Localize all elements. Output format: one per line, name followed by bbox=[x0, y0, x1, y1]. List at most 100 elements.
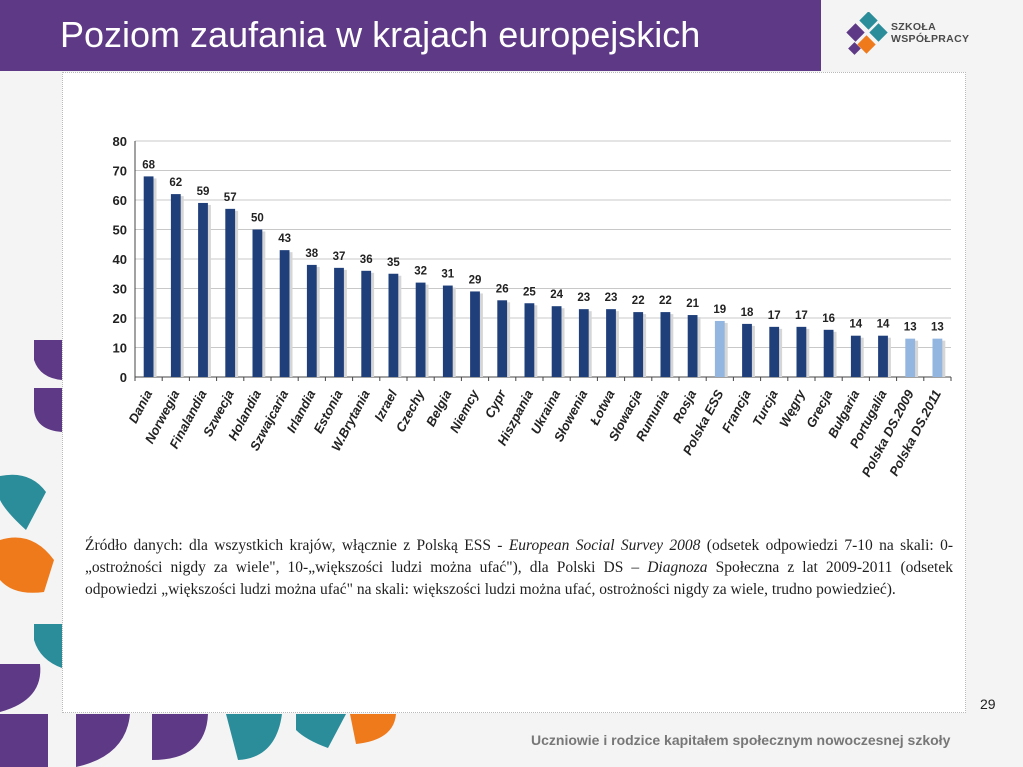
caption-survey-name: European Social Survey 2008 bbox=[508, 537, 701, 554]
data-label: 19 bbox=[713, 304, 726, 316]
bar bbox=[198, 202, 208, 377]
bar bbox=[742, 323, 752, 377]
deco-teal-shape bbox=[34, 624, 62, 668]
data-label: 62 bbox=[169, 177, 182, 189]
y-tick-label: 80 bbox=[113, 134, 127, 149]
data-label: 25 bbox=[523, 286, 536, 298]
bar bbox=[714, 320, 725, 377]
y-tick-label: 0 bbox=[120, 370, 127, 385]
data-label: 23 bbox=[577, 292, 590, 304]
y-tick-label: 10 bbox=[113, 341, 127, 356]
bar bbox=[306, 264, 317, 377]
data-label: 18 bbox=[741, 307, 754, 319]
deco-teal-shape bbox=[296, 714, 346, 748]
bar bbox=[388, 273, 399, 377]
deco-orange-shape bbox=[350, 714, 396, 744]
bar bbox=[578, 309, 589, 377]
data-label: 50 bbox=[251, 213, 264, 225]
data-label: 17 bbox=[768, 310, 781, 322]
y-tick-label: 60 bbox=[113, 193, 127, 208]
data-label: 16 bbox=[822, 313, 835, 325]
logo-line2: WSPÓŁPRACY bbox=[891, 33, 970, 45]
bar bbox=[170, 194, 181, 377]
data-label: 31 bbox=[441, 269, 454, 281]
puzzle-flower-logo-icon bbox=[846, 12, 888, 55]
data-label: 37 bbox=[333, 251, 346, 263]
data-label: 13 bbox=[904, 322, 917, 334]
data-label: 59 bbox=[197, 186, 210, 198]
bar bbox=[143, 176, 154, 377]
data-label: 29 bbox=[469, 274, 482, 286]
bar bbox=[442, 285, 453, 377]
bar bbox=[823, 329, 834, 377]
bar bbox=[470, 291, 480, 377]
bar bbox=[252, 229, 263, 377]
logo: SZKOŁA WSPÓŁPRACY bbox=[846, 12, 986, 58]
caption-part: (odsetek odpowiedzi 7-10 na skali: 0-„os… bbox=[85, 537, 954, 576]
caption-part: Źródło danych: dla wszystkich krajów, wł… bbox=[85, 537, 509, 554]
data-label: 17 bbox=[795, 310, 808, 322]
deco-purple-shape bbox=[76, 714, 130, 767]
bar bbox=[687, 315, 698, 377]
bar bbox=[660, 312, 671, 377]
y-tick-label: 50 bbox=[113, 223, 127, 238]
bar bbox=[905, 338, 916, 377]
x-tick-label: Izrael bbox=[371, 387, 400, 424]
data-label: 57 bbox=[224, 192, 237, 204]
bar bbox=[279, 250, 290, 377]
deco-purple-shape bbox=[34, 388, 62, 432]
deco-teal-shape bbox=[226, 714, 282, 760]
logo-text: SZKOŁA WSPÓŁPRACY bbox=[891, 21, 969, 45]
bar bbox=[334, 267, 344, 377]
data-label: 22 bbox=[632, 295, 645, 307]
bar bbox=[769, 326, 780, 377]
caption-diagnoza: Diagnoza bbox=[647, 559, 708, 576]
bar bbox=[361, 270, 372, 377]
page-number: 29 bbox=[980, 696, 996, 712]
x-tick-label: Cypr bbox=[482, 387, 510, 421]
x-tick-label: Dania bbox=[125, 387, 155, 425]
bar bbox=[606, 309, 616, 377]
deco-purple-shape bbox=[34, 340, 62, 380]
bar bbox=[878, 335, 888, 377]
data-label: 23 bbox=[605, 292, 618, 304]
data-label: 35 bbox=[387, 257, 400, 269]
x-tick-label: Rosja bbox=[669, 387, 699, 425]
source-caption: Źródło danych: dla wszystkich krajów, wł… bbox=[85, 535, 953, 601]
data-label: 14 bbox=[849, 319, 862, 331]
bar bbox=[551, 306, 562, 377]
chart-card: 0 10 20 30 40 50 60 70 80 68 Dania 62 Norwegia 59 Fina… bbox=[62, 72, 966, 713]
bar bbox=[415, 282, 426, 377]
data-label: 22 bbox=[659, 295, 672, 307]
data-label: 43 bbox=[278, 233, 291, 245]
deco-purple-shape bbox=[152, 714, 208, 760]
data-label: 32 bbox=[414, 266, 427, 278]
data-label: 68 bbox=[142, 159, 155, 171]
bar bbox=[932, 338, 943, 377]
slide-title: Poziom zaufania w krajach europejskich bbox=[60, 14, 701, 55]
data-label: 24 bbox=[550, 289, 563, 301]
data-label: 36 bbox=[360, 254, 373, 266]
bar-chart: 0102030405060708068Dania62Norwegia59Fina… bbox=[113, 134, 952, 479]
data-label: 26 bbox=[496, 283, 509, 295]
y-tick-label: 40 bbox=[113, 252, 127, 267]
y-tick-label: 20 bbox=[113, 311, 127, 326]
y-tick-label: 30 bbox=[113, 282, 127, 297]
data-label: 14 bbox=[877, 319, 890, 331]
footer-text: Uczniowie i rodzice kapitałem społecznym… bbox=[531, 732, 951, 748]
bar bbox=[225, 208, 236, 377]
bar bbox=[796, 326, 807, 377]
deco-purple-shape bbox=[0, 714, 48, 767]
deco-purple-shape bbox=[0, 664, 41, 712]
bar bbox=[633, 312, 644, 377]
data-label: 21 bbox=[686, 298, 699, 310]
deco-orange-shape bbox=[0, 537, 54, 593]
deco-teal-shape bbox=[0, 474, 46, 530]
title-bar: Poziom zaufania w krajach europejskich bbox=[0, 0, 821, 71]
data-label: 13 bbox=[931, 322, 944, 334]
y-tick-label: 70 bbox=[113, 164, 127, 179]
bar bbox=[850, 335, 861, 377]
caption-part: Społeczna z lat 2009-2011 (odsetek odpow… bbox=[85, 559, 953, 598]
logo-line1: SZKOŁA bbox=[891, 21, 936, 33]
